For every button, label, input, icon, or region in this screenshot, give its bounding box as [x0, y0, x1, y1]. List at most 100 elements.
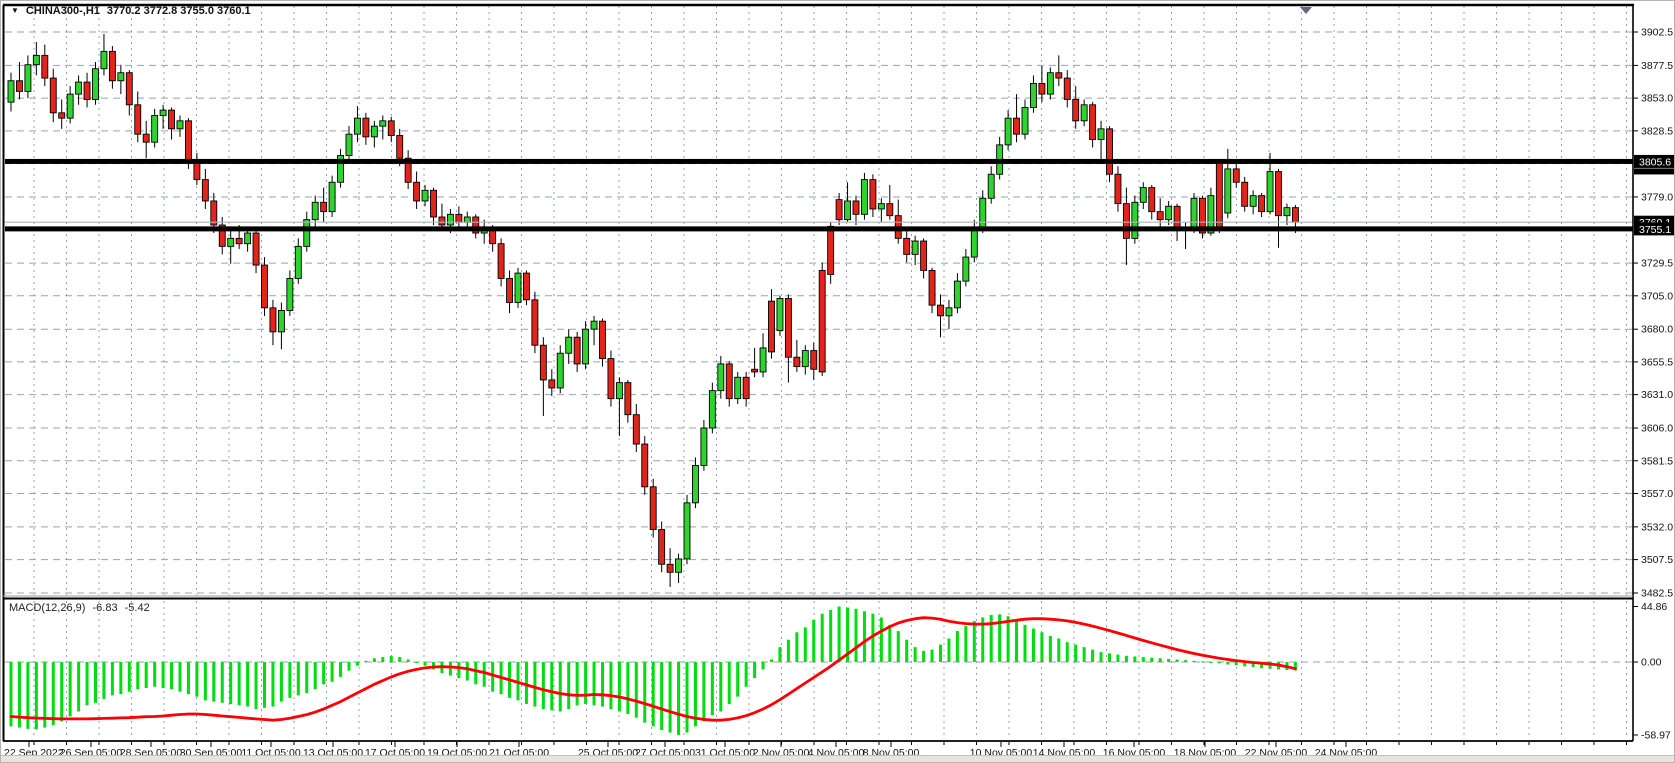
candle-down	[252, 232, 260, 266]
candle-up	[844, 200, 851, 221]
candle-down	[903, 237, 911, 255]
candle-down	[235, 237, 243, 245]
price-axis-label: 3581.5	[1641, 455, 1673, 467]
candle-down	[869, 179, 877, 210]
candle-down	[201, 179, 209, 202]
candle-up	[446, 213, 454, 226]
candle-down	[523, 272, 530, 301]
price-axis-label: 3507.5	[1641, 554, 1673, 566]
price-badge-label: 3805.6	[1639, 156, 1671, 168]
candle-down	[413, 181, 421, 202]
candle-down	[1106, 128, 1113, 175]
candle-down	[641, 443, 649, 488]
candle-down	[168, 109, 176, 130]
price-axis-label: 3631.0	[1641, 389, 1673, 401]
candle-down	[531, 299, 539, 346]
candle-down	[1013, 117, 1020, 135]
candle-down	[83, 81, 91, 100]
candle-up	[1249, 195, 1257, 207]
candle-up	[861, 179, 868, 215]
candle-up	[379, 120, 387, 127]
candle-down	[937, 304, 944, 317]
candle-down	[1258, 195, 1266, 213]
candle-up	[227, 237, 235, 247]
candle-up	[463, 216, 471, 223]
candle-down	[430, 189, 437, 218]
candle-up	[590, 320, 598, 330]
symbol-period-label: CHINA300-,H1	[25, 5, 100, 17]
candle-down	[1198, 197, 1206, 234]
candle-up	[514, 272, 522, 303]
candle-up	[801, 350, 809, 368]
candle-down	[751, 368, 759, 373]
macd-histogram	[9, 606, 1297, 735]
candle-up	[1097, 128, 1105, 140]
candle-up	[953, 280, 961, 309]
candle-down	[835, 199, 843, 221]
candle-down	[1055, 72, 1063, 79]
candle-up	[945, 307, 953, 317]
candle-down	[396, 135, 404, 159]
candle-up	[1207, 195, 1215, 234]
candle-up	[1165, 205, 1173, 221]
candle-up	[1046, 72, 1054, 95]
candle-down	[134, 104, 142, 135]
candle-up	[100, 50, 108, 70]
candle-down	[649, 486, 657, 530]
candle-up	[1029, 82, 1037, 108]
candle-up	[337, 155, 344, 183]
candle-down	[142, 133, 150, 143]
candle-down	[818, 269, 826, 373]
candle-down	[827, 225, 835, 275]
candle-up	[683, 502, 691, 560]
candle-down	[455, 213, 463, 223]
candle-down	[1038, 82, 1046, 95]
candle-up	[1139, 187, 1147, 203]
collapse-arrow-icon[interactable]: ▼	[11, 5, 19, 15]
candle-up	[692, 464, 699, 504]
candle-up	[1190, 197, 1198, 229]
candle-up	[345, 133, 353, 157]
candle-down	[1122, 203, 1130, 239]
candle-up	[582, 328, 590, 365]
price-axis-label: 3902.5	[1641, 27, 1673, 39]
candle-up	[75, 81, 83, 95]
candle-down	[886, 203, 894, 217]
candle-up	[1224, 168, 1232, 214]
candle-down	[810, 350, 818, 370]
candle-up	[776, 298, 784, 331]
candle-down	[768, 300, 775, 353]
price-axis-label: 3877.5	[1641, 60, 1673, 72]
candle-down	[125, 72, 133, 106]
candle-down	[387, 120, 395, 136]
candle-down	[742, 376, 750, 400]
price-axis-label: 3482.5	[1641, 587, 1673, 599]
macd-axis-label: -58.97	[1641, 729, 1671, 741]
candle-down	[539, 344, 547, 381]
candle-down	[573, 336, 581, 365]
candle-down	[658, 529, 666, 565]
price-axis-label: 3705.0	[1641, 290, 1673, 302]
candle-down	[1148, 187, 1156, 213]
candle-down	[320, 201, 328, 213]
price-axis-label: 3729.5	[1641, 258, 1673, 270]
panel-frame	[2, 3, 1634, 742]
candle-down	[49, 77, 57, 114]
candle-up	[1080, 104, 1088, 122]
macd-name: MACD(12,26,9)	[9, 602, 86, 614]
candle-up	[24, 64, 32, 92]
candle-down	[928, 269, 936, 306]
candle-down	[1063, 77, 1071, 100]
candle-down	[58, 112, 66, 119]
candle-up	[311, 201, 319, 221]
candle-up	[176, 120, 184, 130]
candle-up	[32, 54, 40, 66]
candle-up	[370, 125, 378, 138]
right-shift-marker-icon	[1300, 7, 1312, 14]
candle-up	[1004, 117, 1012, 146]
candle-up	[734, 376, 742, 400]
price-axis-label: 3532.0	[1641, 521, 1673, 533]
candle-up	[66, 93, 74, 119]
